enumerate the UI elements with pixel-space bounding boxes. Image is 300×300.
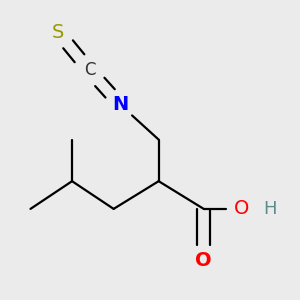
Text: O: O xyxy=(195,251,212,270)
Text: S: S xyxy=(52,23,64,42)
Text: C: C xyxy=(84,61,95,79)
Text: O: O xyxy=(234,200,250,218)
Text: N: N xyxy=(112,95,129,115)
Text: H: H xyxy=(263,200,276,218)
